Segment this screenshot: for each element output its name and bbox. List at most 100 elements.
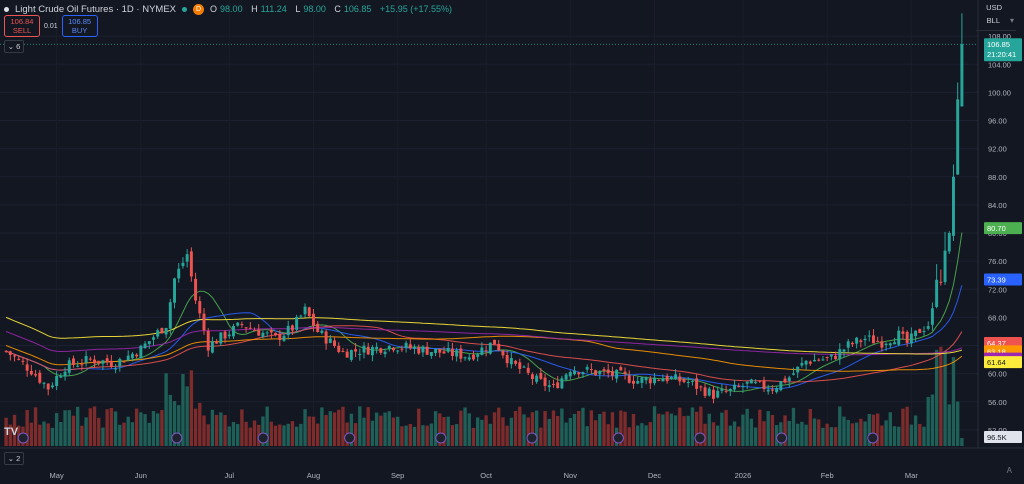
volume-bar bbox=[261, 416, 265, 446]
candle-body bbox=[943, 250, 947, 282]
candle-body bbox=[935, 279, 939, 307]
candle-body bbox=[539, 372, 543, 379]
volume-bar bbox=[240, 409, 244, 446]
candle-body bbox=[463, 357, 467, 359]
volume-bar bbox=[80, 425, 84, 446]
candle-body bbox=[189, 251, 193, 277]
candle-body bbox=[838, 349, 842, 360]
volume-bar bbox=[206, 424, 210, 446]
candle-body bbox=[417, 347, 421, 354]
ma-value-label: 73.39 bbox=[984, 273, 1022, 286]
volume-bar bbox=[686, 415, 690, 446]
symbol-title[interactable]: Light Crude Oil Futures · 1D · NYMEX bbox=[15, 3, 177, 15]
volume-bar bbox=[118, 424, 122, 446]
candle-body bbox=[362, 345, 366, 353]
spread-value: 0.01 bbox=[44, 22, 58, 30]
event-marker-icon[interactable] bbox=[694, 432, 706, 444]
volume-bar bbox=[370, 420, 375, 446]
volume-bar bbox=[867, 413, 871, 446]
chevron-down-icon[interactable]: ▾ bbox=[1009, 16, 1014, 25]
time-axis[interactable]: May Jun Jul Aug Sep Oct Nov Dec 2026 Feb Mar bbox=[0, 447, 1024, 480]
candle-body bbox=[354, 349, 358, 352]
candle-body bbox=[905, 331, 909, 344]
volume-bar bbox=[248, 427, 252, 446]
volume-bar bbox=[303, 409, 307, 446]
candle-body bbox=[505, 354, 509, 364]
volume-bar bbox=[749, 418, 754, 446]
currency-selector[interactable]: USD bbox=[986, 3, 1002, 12]
volume-bar bbox=[252, 420, 257, 446]
unit-selector[interactable]: BLL bbox=[986, 16, 1000, 25]
volume-bar bbox=[446, 416, 450, 446]
volume-bar bbox=[800, 421, 804, 446]
candle-body bbox=[379, 348, 383, 353]
buy-button[interactable]: 106.85 BUY bbox=[61, 15, 98, 37]
event-marker-icon[interactable] bbox=[526, 432, 538, 444]
price-tick-label: 76.00 bbox=[988, 257, 1007, 266]
candle-body bbox=[914, 330, 918, 337]
event-marker-icon[interactable] bbox=[867, 432, 879, 444]
volume-bar bbox=[459, 410, 463, 446]
event-marker-icon[interactable] bbox=[612, 432, 624, 444]
candle-body bbox=[518, 362, 522, 369]
volume-bar bbox=[518, 406, 522, 446]
event-marker-icon[interactable] bbox=[776, 432, 788, 444]
grid bbox=[0, 35, 978, 431]
volume-bar bbox=[547, 418, 551, 446]
event-marker-icon[interactable] bbox=[257, 432, 269, 444]
candle-body bbox=[232, 326, 235, 337]
volume-bar bbox=[307, 416, 311, 446]
time-tick-label: Mar bbox=[905, 471, 918, 480]
volume-bar bbox=[105, 409, 109, 446]
indicators-collapse-toggle[interactable]: ⌄ 6 bbox=[4, 40, 24, 53]
candle-body bbox=[143, 343, 147, 349]
volume-bar bbox=[421, 425, 425, 446]
candle-body bbox=[627, 375, 631, 383]
volume-bar bbox=[286, 423, 290, 446]
candle-body bbox=[244, 327, 248, 329]
volume-bar bbox=[429, 423, 434, 446]
candle-body bbox=[606, 369, 610, 374]
candle-body bbox=[227, 334, 231, 337]
volume-bar bbox=[156, 413, 160, 446]
price-tick-label: 52.00 bbox=[988, 426, 1007, 435]
candle-body bbox=[720, 389, 724, 391]
candle-body bbox=[855, 337, 859, 344]
volume-bar bbox=[366, 407, 370, 446]
price-tick-label: 88.00 bbox=[988, 173, 1007, 182]
event-markers[interactable] bbox=[17, 432, 879, 444]
candle-body bbox=[926, 326, 930, 329]
volume-bar bbox=[273, 425, 278, 446]
candle-body bbox=[320, 330, 324, 333]
candle-body bbox=[817, 359, 821, 361]
volume-collapse-toggle[interactable]: ⌄ 2 bbox=[4, 452, 24, 465]
volume-bar bbox=[838, 406, 842, 446]
volume-bar bbox=[918, 423, 922, 446]
volume-bar bbox=[113, 411, 118, 446]
price-axis[interactable]: 52.0056.0060.0064.0068.0072.0076.0080.00… bbox=[977, 0, 1024, 484]
event-marker-icon[interactable] bbox=[17, 432, 29, 444]
price-tick-label: 68.00 bbox=[988, 313, 1007, 322]
volume-bar bbox=[332, 412, 337, 446]
symbol-header[interactable]: Light Crude Oil Futures · 1D · NYMEX D O… bbox=[4, 2, 455, 16]
volume-bar bbox=[328, 411, 332, 446]
candle-body bbox=[400, 348, 404, 350]
volume-value-label: 96.5K bbox=[984, 431, 1022, 443]
volume-bar bbox=[863, 421, 867, 446]
event-marker-icon[interactable] bbox=[344, 432, 356, 444]
volume-bar bbox=[880, 425, 884, 446]
time-tick-label: Jun bbox=[135, 471, 147, 480]
volume-bar bbox=[33, 407, 38, 446]
candle-body bbox=[93, 359, 96, 364]
volume-bar bbox=[476, 417, 480, 446]
event-marker-icon[interactable] bbox=[171, 432, 183, 444]
auto-scale-icon[interactable]: A bbox=[1006, 466, 1012, 475]
price-tick-label: 92.00 bbox=[988, 145, 1007, 154]
volume-bar bbox=[88, 408, 92, 446]
volume-bar bbox=[244, 421, 248, 446]
volume-bar bbox=[25, 409, 29, 446]
event-marker-icon[interactable] bbox=[435, 432, 447, 444]
sell-button[interactable]: 106.84 SELL bbox=[4, 15, 40, 37]
volume-bar bbox=[164, 373, 168, 446]
